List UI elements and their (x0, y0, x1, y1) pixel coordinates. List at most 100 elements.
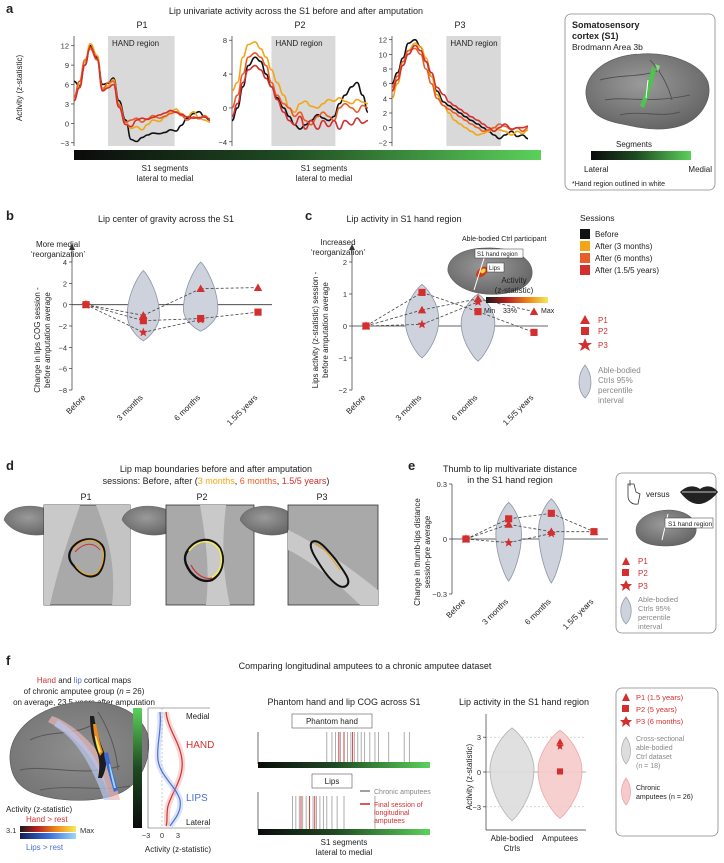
f-hand-gt-rest: Hand > rest (26, 815, 68, 824)
f-act-x1-line2: Ctrls (504, 844, 520, 853)
f-scale-max: Max (80, 826, 94, 835)
panel-b-ylabel-1: Change in lips COG session - (33, 287, 42, 393)
a-ytick-label-1: 6 (65, 81, 69, 90)
sessions-legend: Before After (3 months) After (6 months) Af… (580, 229, 659, 275)
f-act-ylabel: Activity (z-statistic) (465, 744, 474, 811)
participant-legend: P1 P2 P3 Able-bodied Ctrls 95% percentil… (578, 315, 641, 405)
panel-letter-e: e (408, 458, 415, 473)
c-connector-P1 (421, 298, 479, 311)
legend-ctrl-4: interval (598, 396, 624, 405)
f-act-ytick-label: 3 (477, 733, 481, 742)
thumb-icon (627, 480, 641, 505)
d-sub-15: 1.5/5 years (282, 476, 327, 486)
f-legend-amp-violin (621, 777, 631, 806)
panel-c-arrow-label-2: ‘reorganization’ (311, 248, 365, 257)
e-point-P2-1 (505, 515, 513, 523)
e-connector-P1 (465, 523, 509, 540)
d-sub-prefix: sessions: Before, after ( (103, 476, 198, 486)
e-legend-p1-marker (622, 557, 630, 565)
b-connector-P2 (143, 318, 201, 322)
b-arrow-head (69, 244, 75, 250)
e-hand-region: S1 hand region (668, 521, 712, 528)
panel-b-arrow-label-2: ‘reorganization’ (31, 250, 85, 259)
d-sub-sep2: , (277, 476, 282, 486)
f-act-title: Lip activity in the S1 hand region (459, 697, 589, 707)
f-legend-ctrl-1: Cross-sectional (636, 736, 685, 743)
b-ytick-label: 2 (63, 279, 67, 288)
b-xtick-label-4: 1.5/5 years (225, 393, 259, 427)
sessions-title: Sessions (580, 213, 615, 223)
panel-b-title: Lip center of gravity across the S1 (98, 214, 234, 224)
b-ytick-label: 0 (63, 301, 67, 310)
f-legend-amp-1: Chronic (636, 785, 661, 792)
e-ctrl-1: Able-bodied (638, 595, 678, 604)
c-ytick-label: 2 (343, 258, 347, 267)
c-scale-min: Min (484, 308, 495, 315)
e-legend-p2: P2 (638, 569, 648, 578)
a-xlabel-line2: lateral to medial (137, 174, 194, 183)
f-legend-ctrl-3: Ctrl dataset (636, 754, 672, 761)
c-xtick-label-2: 3 months (394, 393, 424, 423)
b-ytick-label: −8 (58, 386, 67, 395)
legend-p1-label: P1 (598, 316, 608, 325)
a-line-2-series-1 (231, 56, 369, 130)
e-legend-box (615, 472, 717, 634)
brain-segments-bar (591, 151, 691, 160)
a-line-3-series-3 (391, 47, 529, 133)
panel-a-plots: HAND region P1 12 9 6 3 0 −3 HAND region P2 8 4 0 −4 H… (60, 20, 529, 148)
c-xtick-label-4: 1.5/5 years (501, 393, 535, 427)
hand-region-label-2: HAND region (275, 39, 322, 48)
e-connector-P2 (508, 512, 552, 520)
session-label-3: After (6 months) (595, 254, 653, 263)
a-line-2-series-3 (231, 52, 369, 126)
c-arrow-head (349, 244, 355, 250)
f-hand-colorbar (20, 826, 76, 832)
a-ytick-label-1: −3 (60, 139, 69, 148)
f-map-hand: Hand (37, 676, 56, 685)
f-act-ytick-label: −3 (472, 803, 481, 812)
c-point-P3-1 (417, 319, 427, 329)
f-brain-map (9, 701, 150, 801)
segments-colorbar (74, 150, 541, 160)
a-line-1-series-1 (73, 44, 211, 143)
e-ytick-label: 0.3 (437, 480, 447, 489)
f-map-line2-a: of chronic amputee group ( (24, 687, 120, 696)
legend-p3-marker (578, 338, 592, 351)
f-act-point-3 (556, 742, 564, 750)
c-point-P1-3 (529, 307, 539, 315)
f-map-lip: lip (74, 676, 83, 685)
f-legend-p1: P1 (1.5 years) (636, 693, 684, 702)
a-line-3-series-2 (391, 42, 529, 136)
f-legend-box (615, 687, 719, 837)
c-connector-P2 (365, 292, 423, 327)
e-point-P3-0 (461, 534, 471, 543)
d-p3-title: P3 (316, 492, 327, 502)
e-point-P1-1 (504, 520, 513, 528)
a-ytick-label-2: −4 (218, 138, 227, 147)
f-medial: Medial (186, 712, 210, 721)
f-profile-tick-1: 0 (160, 831, 164, 840)
panel-c-ylabel-1: Lips activity (z-statistic) session - (311, 271, 320, 388)
hand-region-1 (108, 36, 175, 146)
f-lips-label: Lips (325, 777, 340, 786)
f-act-x2: Amputees (542, 834, 578, 843)
f-map-line1-rest: cortical maps (82, 676, 131, 685)
f-vertical-segments-bar (133, 708, 142, 828)
e-connector-P2 (551, 512, 595, 533)
f-final-label-3: amputees (374, 818, 405, 825)
b-xtick-label-1: Before (64, 393, 87, 416)
a-subplot-title-1: P1 (136, 20, 147, 30)
e-xtick-label-2: 3 months (480, 597, 510, 627)
brain-illustration (585, 53, 710, 130)
panel-e-ylabel-1: Change in thumb-lips distance (413, 498, 422, 606)
a-ytick-label-1: 9 (65, 61, 69, 70)
a-xlabel-line1-b: S1 segments (301, 164, 348, 173)
legend-ctrl-1: Able-bodied (598, 366, 641, 375)
c-xtick-label-3: 6 months (450, 393, 480, 423)
c-inset-lips-label: Lips (489, 266, 500, 272)
c-inset-hand-box (474, 248, 524, 259)
panel-letter-a: a (6, 1, 14, 16)
e-connector-P1 (508, 523, 552, 533)
b-point-P1-2 (196, 284, 205, 293)
